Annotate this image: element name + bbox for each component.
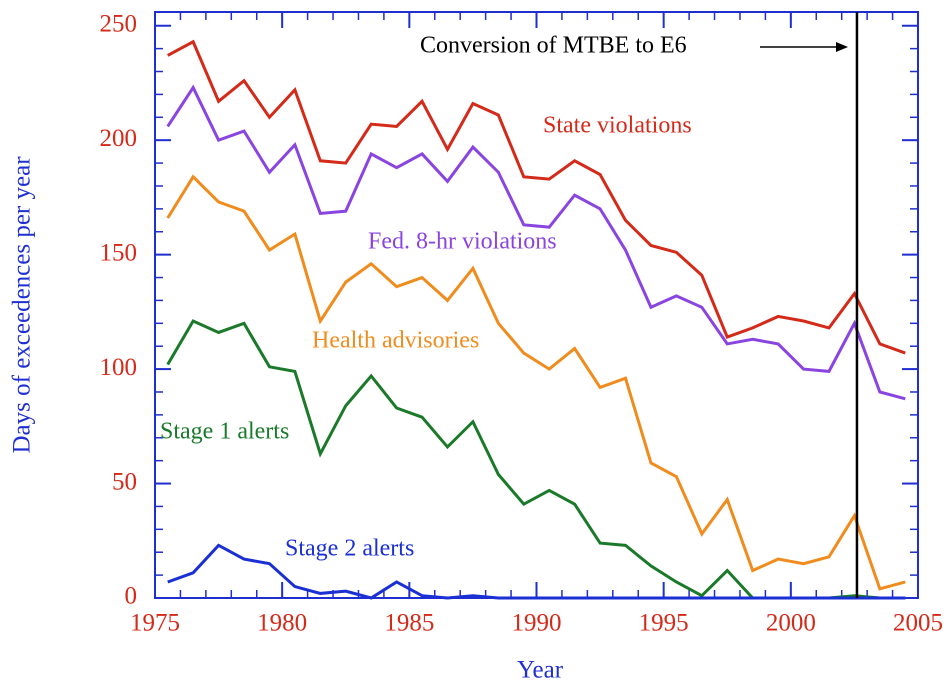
series-label: State violations xyxy=(543,113,692,139)
series-line xyxy=(167,543,906,600)
y-tick-label: 200 xyxy=(100,125,138,152)
x-tick-label: 2000 xyxy=(766,610,816,637)
event-arrowhead xyxy=(836,42,848,52)
series-label: Health advisories xyxy=(312,328,479,354)
series-label: Stage 1 alerts xyxy=(160,419,289,445)
x-tick-label: 1985 xyxy=(384,610,434,637)
x-tick-label: 1995 xyxy=(639,610,689,637)
y-tick-label: 50 xyxy=(112,468,137,495)
y-tick-label: 250 xyxy=(100,10,138,37)
event-label: Conversion of MTBE to E6 xyxy=(420,33,687,59)
plot-frame xyxy=(154,11,919,599)
series-line xyxy=(166,84,906,401)
x-axis-label: Year xyxy=(517,657,564,684)
y-axis-label: Days of exceedences per year xyxy=(9,156,36,454)
series-label: Fed. 8-hr violations xyxy=(368,229,557,255)
series-label: Stage 2 alerts xyxy=(285,536,414,562)
x-tick-label: 2005 xyxy=(893,610,943,637)
y-tick-label: 150 xyxy=(100,239,138,266)
x-tick-label: 1975 xyxy=(130,610,180,637)
x-tick-label: 1980 xyxy=(257,610,307,637)
series-line xyxy=(167,39,906,355)
y-tick-label: 0 xyxy=(125,583,138,610)
y-tick-label: 100 xyxy=(100,354,138,381)
x-tick-label: 1990 xyxy=(512,610,562,637)
series-line xyxy=(166,174,906,591)
